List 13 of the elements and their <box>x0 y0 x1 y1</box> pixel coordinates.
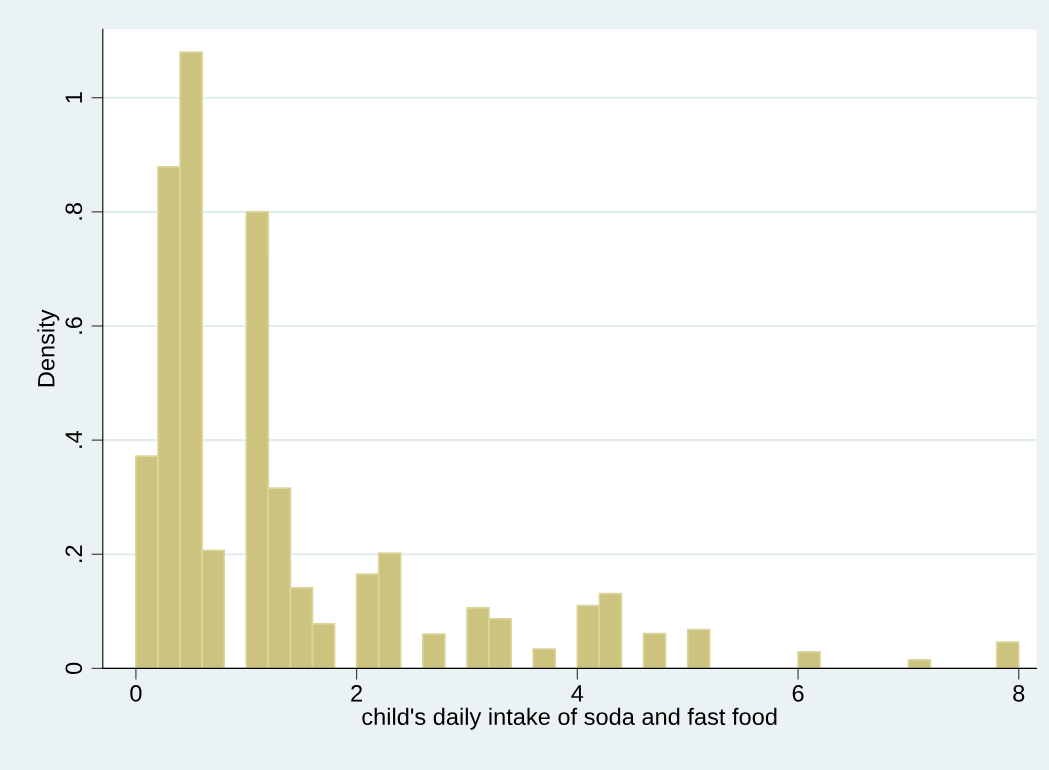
y-axis-title: Density <box>37 309 60 387</box>
x-tick-label: 6 <box>792 684 804 702</box>
y-tick-label: .4 <box>65 430 82 448</box>
y-tick-label: 0 <box>65 662 83 674</box>
y-tick-label: 1 <box>65 92 82 103</box>
x-tick-label: 4 <box>571 685 584 702</box>
x-tick-label: 8 <box>1013 684 1025 702</box>
y-tick-label: .2 <box>65 545 82 562</box>
y-tick-label: .6 <box>65 317 83 334</box>
y-tick-label: .8 <box>65 203 83 220</box>
x-tick-label: 0 <box>130 684 142 702</box>
x-tick-label: 2 <box>351 684 362 702</box>
x-axis-title: child's daily intake of soda and fast food <box>362 707 777 730</box>
